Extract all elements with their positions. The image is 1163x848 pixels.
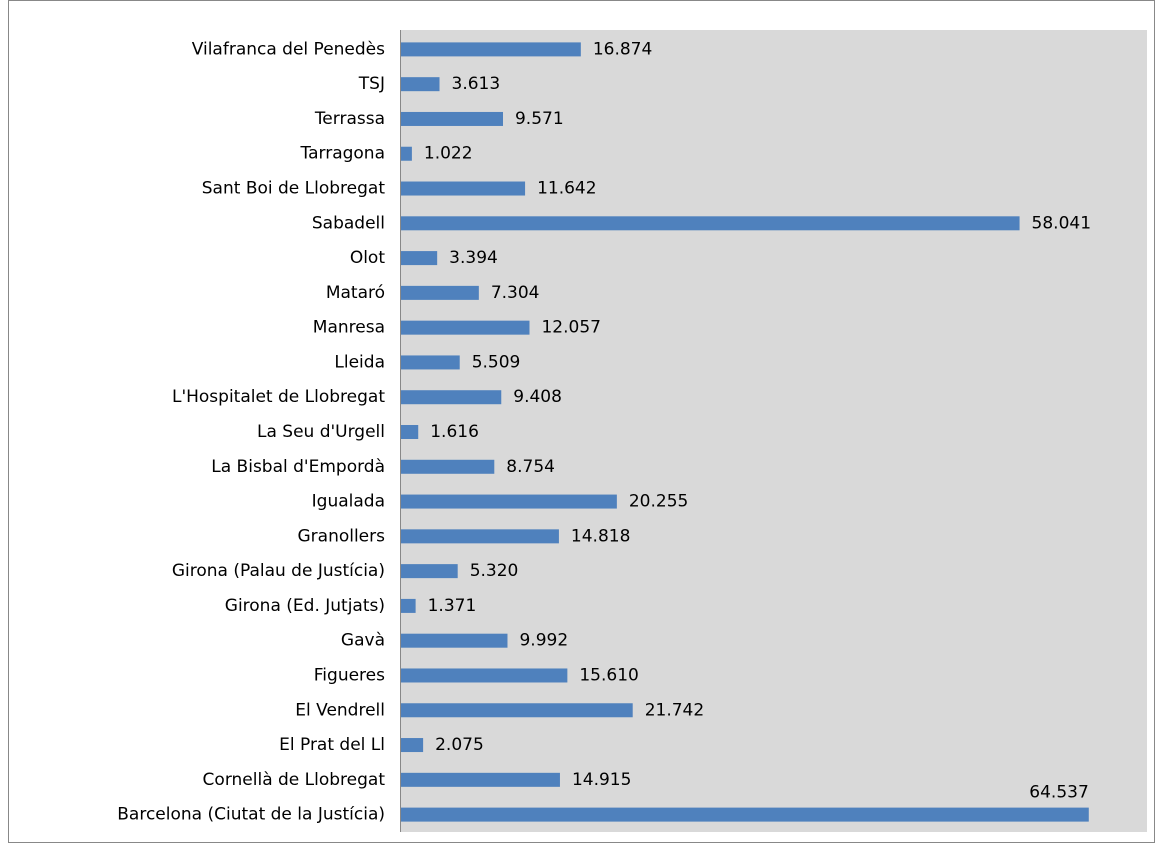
- bar: [401, 42, 581, 57]
- data-label: 1.371: [428, 596, 477, 616]
- data-label: 64.537: [1029, 783, 1088, 803]
- bar: [401, 355, 460, 370]
- x-tick-label: Igualada: [312, 492, 385, 512]
- data-label: 16.874: [593, 39, 652, 59]
- data-label: 14.915: [572, 770, 631, 790]
- x-tick-label: Sabadell: [312, 213, 385, 233]
- data-label: 1.022: [424, 144, 473, 164]
- x-tick-label: Granollers: [297, 526, 385, 546]
- x-tick-label: La Seu d'Urgell: [257, 422, 385, 442]
- bar: [401, 633, 508, 648]
- x-tick-label: Barcelona (Ciutat de la Justícia): [117, 805, 385, 825]
- x-tick-label: Sant Boi de Llobregat: [202, 179, 386, 199]
- x-tick-label: El Vendrell: [295, 700, 385, 720]
- bar: [401, 564, 458, 579]
- bar: [401, 390, 502, 405]
- data-label: 15.610: [579, 665, 638, 685]
- bar: [401, 320, 530, 335]
- bar: [401, 772, 560, 787]
- data-label: 21.742: [645, 700, 704, 720]
- bar: [401, 285, 479, 300]
- x-tick-label: Olot: [350, 248, 386, 268]
- data-label: 9.571: [515, 109, 564, 129]
- x-tick-label: Lleida: [334, 352, 385, 372]
- bar: [401, 251, 438, 266]
- data-label: 12.057: [541, 318, 600, 338]
- x-tick-label: El Prat del Ll: [279, 735, 385, 755]
- data-label: 1.616: [430, 422, 479, 442]
- bar: [401, 146, 412, 161]
- data-label: 2.075: [435, 735, 484, 755]
- data-label: 3.394: [449, 248, 498, 268]
- bar: [401, 738, 424, 753]
- bar: [401, 459, 495, 474]
- data-label: 9.408: [513, 387, 562, 407]
- bar: [401, 529, 559, 544]
- data-label: 7.304: [491, 283, 540, 303]
- data-label: 14.818: [571, 526, 630, 546]
- x-tick-label: Girona (Palau de Justícia): [172, 561, 385, 581]
- bar: [401, 703, 633, 718]
- bar: [401, 77, 440, 92]
- bar: [401, 216, 1020, 231]
- plot-area: [400, 30, 1147, 832]
- x-tick-label: Manresa: [313, 318, 385, 338]
- data-label: 9.992: [519, 631, 568, 651]
- bar: [401, 181, 526, 196]
- data-label: 5.320: [470, 561, 519, 581]
- bar: [401, 668, 568, 683]
- x-tick-label: La Bisbal d'Empordà: [211, 457, 385, 477]
- data-label: 58.041: [1032, 213, 1091, 233]
- data-label: 20.255: [629, 492, 688, 512]
- x-tick-label: TSJ: [358, 74, 385, 94]
- x-tick-label: Terrassa: [314, 109, 385, 129]
- bar: [401, 807, 1089, 822]
- data-label: 5.509: [472, 352, 521, 372]
- x-tick-label: Cornellà de Llobregat: [203, 770, 386, 790]
- data-label: 11.642: [537, 179, 596, 199]
- bar: [401, 111, 503, 126]
- x-tick-label: Figueres: [314, 665, 385, 685]
- bar: [401, 494, 617, 509]
- bar: [401, 598, 416, 613]
- x-tick-label: Gavà: [341, 631, 385, 651]
- data-label: 8.754: [506, 457, 555, 477]
- x-tick-label: Girona (Ed. Jutjats): [225, 596, 385, 616]
- x-tick-label: Tarragona: [300, 144, 385, 164]
- bar: [401, 425, 419, 439]
- x-tick-label: Vilafranca del Penedès: [192, 39, 385, 59]
- x-tick-label: Mataró: [326, 283, 385, 303]
- x-tick-label: L'Hospitalet de Llobregat: [172, 387, 385, 407]
- data-label: 3.613: [452, 74, 501, 94]
